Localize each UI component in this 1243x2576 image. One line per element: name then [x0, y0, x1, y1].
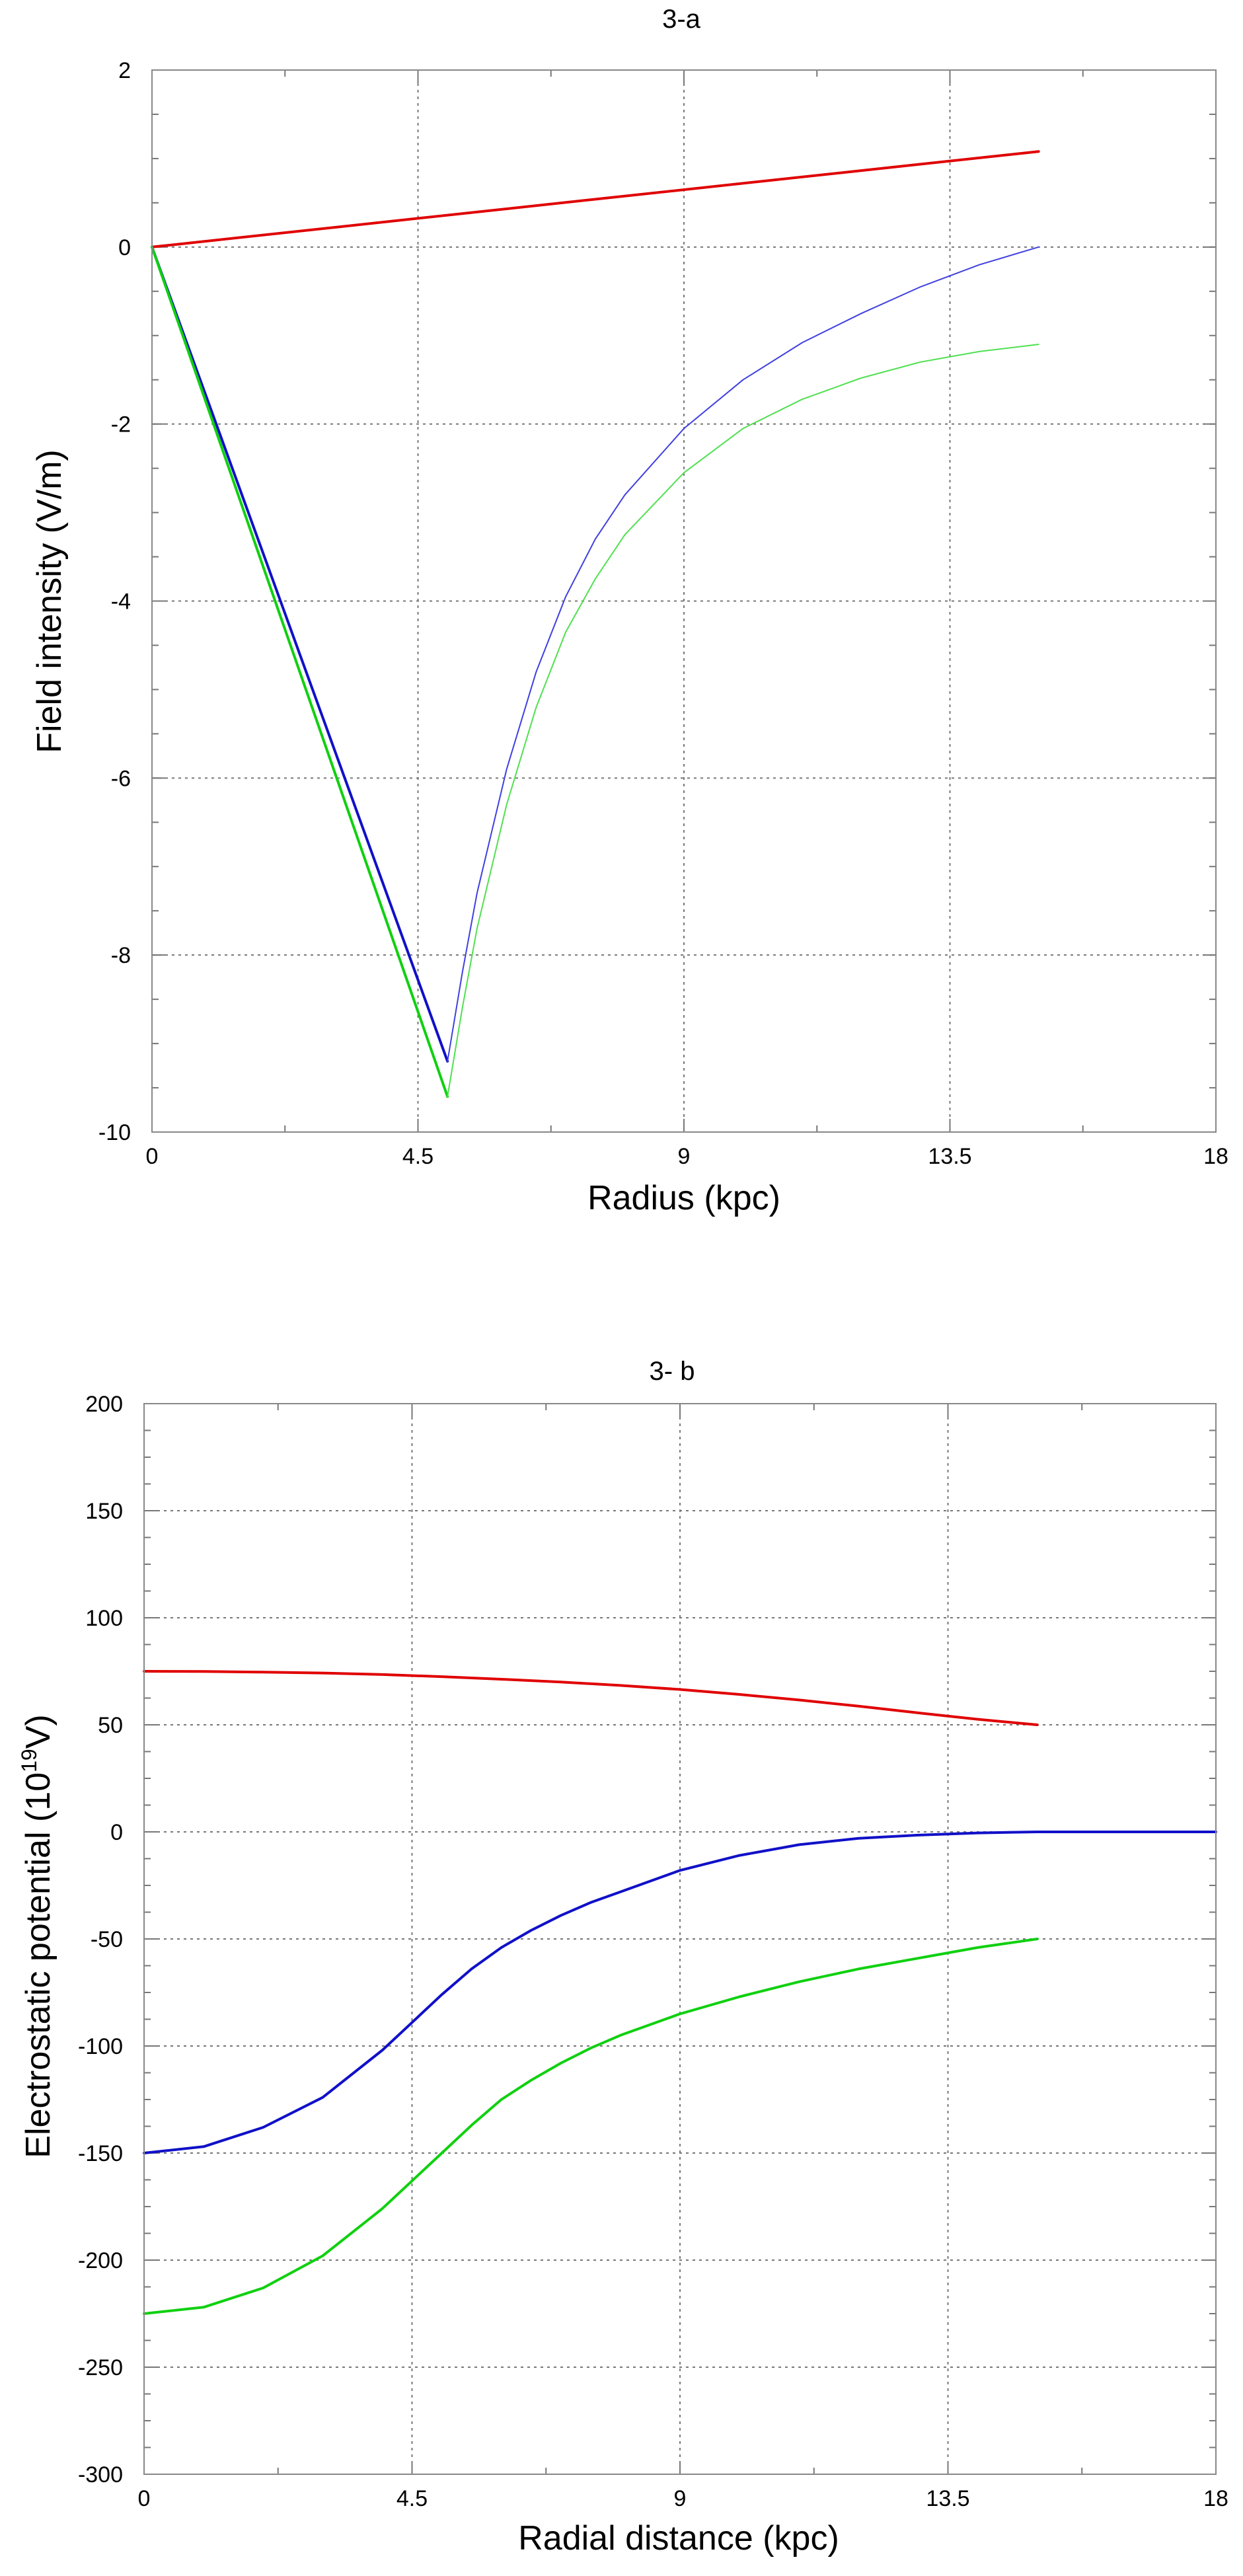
y-tick-label: 200 [85, 1392, 123, 1417]
series-line-4 [447, 246, 1039, 1062]
x-axis-label-3b: Radial distance (kpc) [518, 2519, 839, 2557]
tick-labels-3b: 0 4.5 9 13.5 18 200 150 100 50 0 -50 -100 -150 -200 -2… [78, 1392, 1228, 2511]
y-axis-label-3a: Field intensity (V/m) [30, 449, 69, 753]
y-tick-label: -250 [78, 2355, 123, 2380]
y-tick-label: 50 [98, 1713, 123, 1738]
chart-title-3a: 3-a [662, 5, 701, 34]
chart-title-3b: 3- b [650, 1357, 695, 1386]
series-line-3 [151, 245, 449, 1098]
series-line-2 [143, 1831, 1217, 2154]
series-3a [151, 150, 1040, 1098]
y-axis-label-3b-end: V) [19, 1714, 57, 1749]
x-tick-label: 18 [1203, 2486, 1228, 2511]
y-tick-label: 150 [85, 1499, 123, 1524]
y-axis-label-3b-main: Electrostatic potential (10 [19, 1772, 57, 2158]
y-tick-label: -6 [111, 766, 131, 791]
plot-frame-3a [151, 69, 1217, 1133]
series-line-1 [151, 150, 1040, 248]
series-3b [143, 1670, 1217, 2315]
x-tick-label: 13.5 [926, 2486, 969, 2511]
panel-3a: 3-a 0 4.5 9 13.5 18 2 0 -2 -4 -6 -8 -10 Radius (kpc… [30, 5, 1228, 1217]
x-tick-label: 4.5 [402, 1144, 433, 1169]
x-tick-label: 0 [146, 1144, 159, 1169]
y-tick-label: 100 [85, 1606, 123, 1631]
series-line-3 [143, 1938, 1039, 2315]
y-axis-label-3b-superscript: 19 [17, 1749, 41, 1772]
x-tick-label: 9 [674, 2486, 687, 2511]
y-tick-label: 2 [118, 58, 131, 83]
y-tick-label: -10 [98, 1120, 131, 1145]
x-tick-label: 13.5 [928, 1144, 971, 1169]
x-tick-label: 18 [1203, 1144, 1228, 1169]
x-tick-label: 4.5 [396, 2486, 428, 2511]
x-tick-label: 0 [138, 2486, 151, 2511]
y-tick-label: 0 [110, 1820, 123, 1845]
gridlines-3b [144, 1404, 1216, 2474]
y-tick-label: -300 [78, 2462, 123, 2487]
y-tick-label: -2 [111, 412, 131, 437]
series-line-5 [447, 344, 1039, 1098]
series-line-2 [151, 245, 449, 1063]
plot-frame-3b [143, 1403, 1217, 2475]
tick-labels-3a: 0 4.5 9 13.5 18 2 0 -2 -4 -6 -8 -10 [98, 58, 1228, 1169]
series-line-1 [143, 1670, 1039, 1726]
y-tick-label: -100 [78, 2034, 123, 2059]
y-tick-label: -4 [111, 589, 131, 615]
x-tick-label: 9 [678, 1144, 691, 1169]
y-tick-label: -200 [78, 2248, 123, 2273]
x-axis-label-3a: Radius (kpc) [587, 1179, 780, 1217]
panel-3b: 3- b 0 4.5 9 13.5 18 200 150 100 50 0 -50 -100 -150 -… [17, 1357, 1228, 2557]
y-tick-label: -150 [78, 2141, 123, 2166]
y-tick-label: -50 [91, 1927, 123, 1952]
y-tick-label: -8 [111, 943, 131, 968]
y-tick-label: 0 [118, 235, 131, 260]
y-axis-label-3b: Electrostatic potential (1019V) [17, 1714, 57, 2158]
